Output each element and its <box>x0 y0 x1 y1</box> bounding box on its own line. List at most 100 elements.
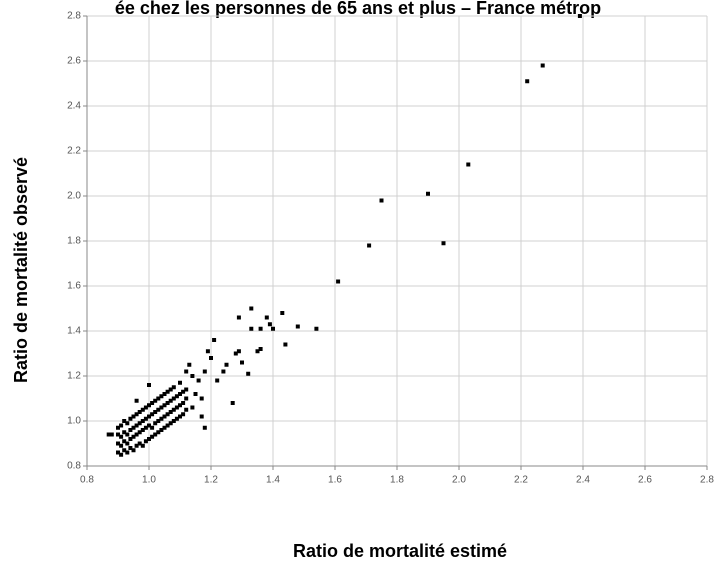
point <box>199 414 204 419</box>
point <box>236 315 241 320</box>
point <box>125 450 130 455</box>
x-tick-label: 1.2 <box>204 475 218 486</box>
y-tick-label: 2.6 <box>67 56 81 67</box>
point <box>159 416 164 421</box>
point <box>147 414 151 419</box>
point <box>128 416 133 421</box>
point <box>178 380 182 385</box>
point <box>212 338 217 342</box>
point <box>314 326 319 331</box>
point <box>137 421 142 426</box>
point <box>131 425 136 430</box>
point <box>271 326 275 331</box>
point <box>150 434 155 439</box>
point <box>128 428 133 432</box>
point <box>209 356 213 360</box>
x-tick-label: 1.0 <box>142 475 156 486</box>
point <box>168 421 173 426</box>
x-tick-label: 2.4 <box>576 475 590 486</box>
point <box>119 434 124 439</box>
point <box>258 347 263 351</box>
point <box>159 394 164 399</box>
point <box>143 439 148 444</box>
point <box>199 396 204 401</box>
y-tick-label: 2.0 <box>67 191 81 202</box>
point <box>221 369 226 374</box>
point <box>134 423 139 428</box>
point <box>295 324 300 329</box>
y-tick-label: 1.4 <box>67 326 81 337</box>
point <box>143 416 148 421</box>
point <box>119 443 124 448</box>
point <box>168 410 173 414</box>
point <box>246 371 251 376</box>
point <box>174 405 179 410</box>
point <box>116 425 120 430</box>
y-tick-label: 1.2 <box>67 371 81 382</box>
y-tick-label: 1.6 <box>67 281 81 292</box>
x-tick-label: 1.6 <box>328 475 342 486</box>
point <box>190 374 195 378</box>
y-tick-label: 0.8 <box>67 461 81 472</box>
point <box>267 322 272 327</box>
point <box>162 392 167 396</box>
point <box>134 398 139 403</box>
point <box>202 425 207 430</box>
point <box>240 360 244 365</box>
point <box>168 387 173 392</box>
point <box>184 387 189 392</box>
point <box>171 419 176 423</box>
point <box>255 349 260 354</box>
point <box>178 392 182 396</box>
point <box>184 369 189 374</box>
point <box>116 432 120 437</box>
point <box>156 407 161 412</box>
point <box>168 398 173 403</box>
point <box>196 378 201 383</box>
point <box>171 385 176 390</box>
point <box>143 405 148 410</box>
point <box>174 394 179 399</box>
point <box>159 405 164 410</box>
point <box>134 443 139 448</box>
point <box>165 412 170 417</box>
point <box>128 446 133 450</box>
point <box>162 425 167 430</box>
point <box>140 443 145 448</box>
x-tick-label: 2.0 <box>452 475 466 486</box>
point <box>171 407 176 412</box>
point <box>264 315 269 320</box>
point <box>125 421 130 426</box>
point <box>540 63 545 68</box>
point <box>165 423 170 428</box>
point <box>106 432 111 437</box>
point <box>143 425 148 430</box>
point <box>202 369 207 374</box>
point <box>165 401 170 405</box>
point <box>426 191 430 196</box>
point <box>181 412 186 417</box>
point <box>224 362 229 367</box>
point <box>215 378 220 383</box>
point <box>525 79 530 84</box>
point <box>131 434 136 439</box>
x-tick-label: 2.2 <box>514 475 528 486</box>
point <box>280 311 285 315</box>
point <box>178 414 182 419</box>
point <box>379 198 384 203</box>
point <box>147 403 151 408</box>
point <box>125 432 130 437</box>
point <box>184 396 189 401</box>
point <box>190 405 195 410</box>
x-tick-label: 1.8 <box>390 475 404 486</box>
point <box>150 425 155 430</box>
point <box>187 362 192 367</box>
point <box>125 441 130 446</box>
point <box>131 414 136 419</box>
point <box>441 241 446 246</box>
y-tick-label: 1.8 <box>67 236 81 247</box>
point <box>150 401 155 405</box>
point <box>147 423 151 428</box>
point <box>162 403 167 408</box>
